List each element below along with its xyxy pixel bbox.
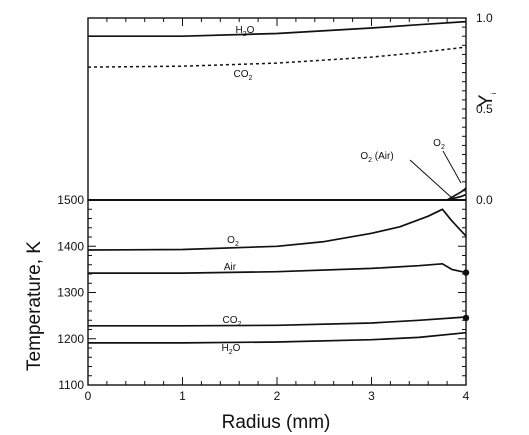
label-co2-temperature-subscript: 2 bbox=[238, 321, 242, 328]
label-o2-upper: O2 bbox=[433, 138, 445, 151]
right-y-tick-label: 1.0 bbox=[476, 11, 493, 25]
label-o2-temperature-subscript: 2 bbox=[235, 241, 239, 248]
label-air-temperature: Air bbox=[224, 262, 237, 273]
mass-fraction-subscript: i bbox=[491, 92, 498, 94]
leader-o2 bbox=[442, 150, 462, 184]
label-o2-upper-text: O bbox=[433, 138, 441, 149]
label-h2o-temperature-text: H bbox=[222, 343, 229, 354]
series-line-h2o bbox=[88, 20, 467, 38]
label-o2-temperature-text: O bbox=[227, 235, 235, 246]
label-air-temperature-text: Air bbox=[224, 262, 237, 273]
series-line-o2 bbox=[87, 208, 467, 251]
series-end-marker bbox=[462, 269, 470, 276]
label-co2-temperature: CO2 bbox=[223, 315, 242, 328]
label-h2o-upper-text: H bbox=[236, 25, 243, 36]
label-o2-air-upper-tail: (Air) bbox=[372, 151, 394, 162]
label-h2o-temperature: H2O bbox=[222, 343, 241, 356]
label-o2-air-upper: O2 (Air) bbox=[360, 151, 393, 164]
label-co2-temperature-text: CO bbox=[223, 315, 238, 326]
radius-tick-label: 3 bbox=[368, 389, 375, 403]
radius-tick-label: 2 bbox=[274, 389, 281, 403]
label-o2-air-upper-text: O bbox=[360, 151, 368, 162]
right-y-tick-label: 0.0 bbox=[476, 193, 493, 207]
temperature-tick-label: 1200 bbox=[57, 332, 84, 346]
temperature-tick-label: 1400 bbox=[57, 239, 84, 253]
label-h2o-upper-subscript: 2 bbox=[243, 31, 247, 38]
series-line-air bbox=[88, 262, 467, 274]
series-line-o2-air bbox=[88, 193, 467, 201]
leader-o2-air bbox=[409, 159, 453, 199]
series-line-h2o bbox=[88, 331, 467, 344]
label-h2o-upper: H2O bbox=[236, 25, 255, 38]
temperature-tick-label: 1300 bbox=[57, 286, 84, 300]
lower-frame bbox=[87, 199, 467, 386]
right-y-tick-label: 0.5 bbox=[476, 102, 493, 116]
radius-axis-label: Radius (mm) bbox=[222, 412, 331, 433]
label-co2-upper-text: CO bbox=[234, 69, 249, 80]
label-h2o-upper-tail: O bbox=[247, 25, 255, 36]
label-h2o-temperature-subscript: 2 bbox=[229, 349, 233, 356]
radius-tick-label: 1 bbox=[179, 389, 186, 403]
mass-fraction-symbol: Y bbox=[476, 94, 497, 107]
label-co2-upper: CO2 bbox=[234, 69, 253, 82]
temperature-axis-label: Temperature, K bbox=[24, 241, 45, 371]
series-line-o2 bbox=[88, 187, 467, 201]
label-h2o-temperature-tail: O bbox=[233, 343, 241, 354]
label-co2-upper-subscript: 2 bbox=[249, 75, 253, 82]
radius-tick-label: 0 bbox=[85, 389, 92, 403]
series-end-marker bbox=[462, 314, 470, 322]
label-o2-air-upper-subscript: 2 bbox=[368, 157, 372, 164]
series-line-co2 bbox=[87, 46, 467, 68]
upper-frame bbox=[87, 17, 467, 201]
mass-fraction-axis-label: Yi bbox=[476, 92, 498, 107]
temperature-tick-label: 1100 bbox=[58, 378, 84, 392]
label-o2-upper-subscript: 2 bbox=[441, 144, 445, 151]
label-o2-temperature: O2 bbox=[227, 235, 239, 248]
radius-tick-label: 4 bbox=[463, 389, 470, 403]
series-line-co2 bbox=[88, 316, 467, 327]
temperature-tick-label: 1500 bbox=[57, 193, 84, 207]
